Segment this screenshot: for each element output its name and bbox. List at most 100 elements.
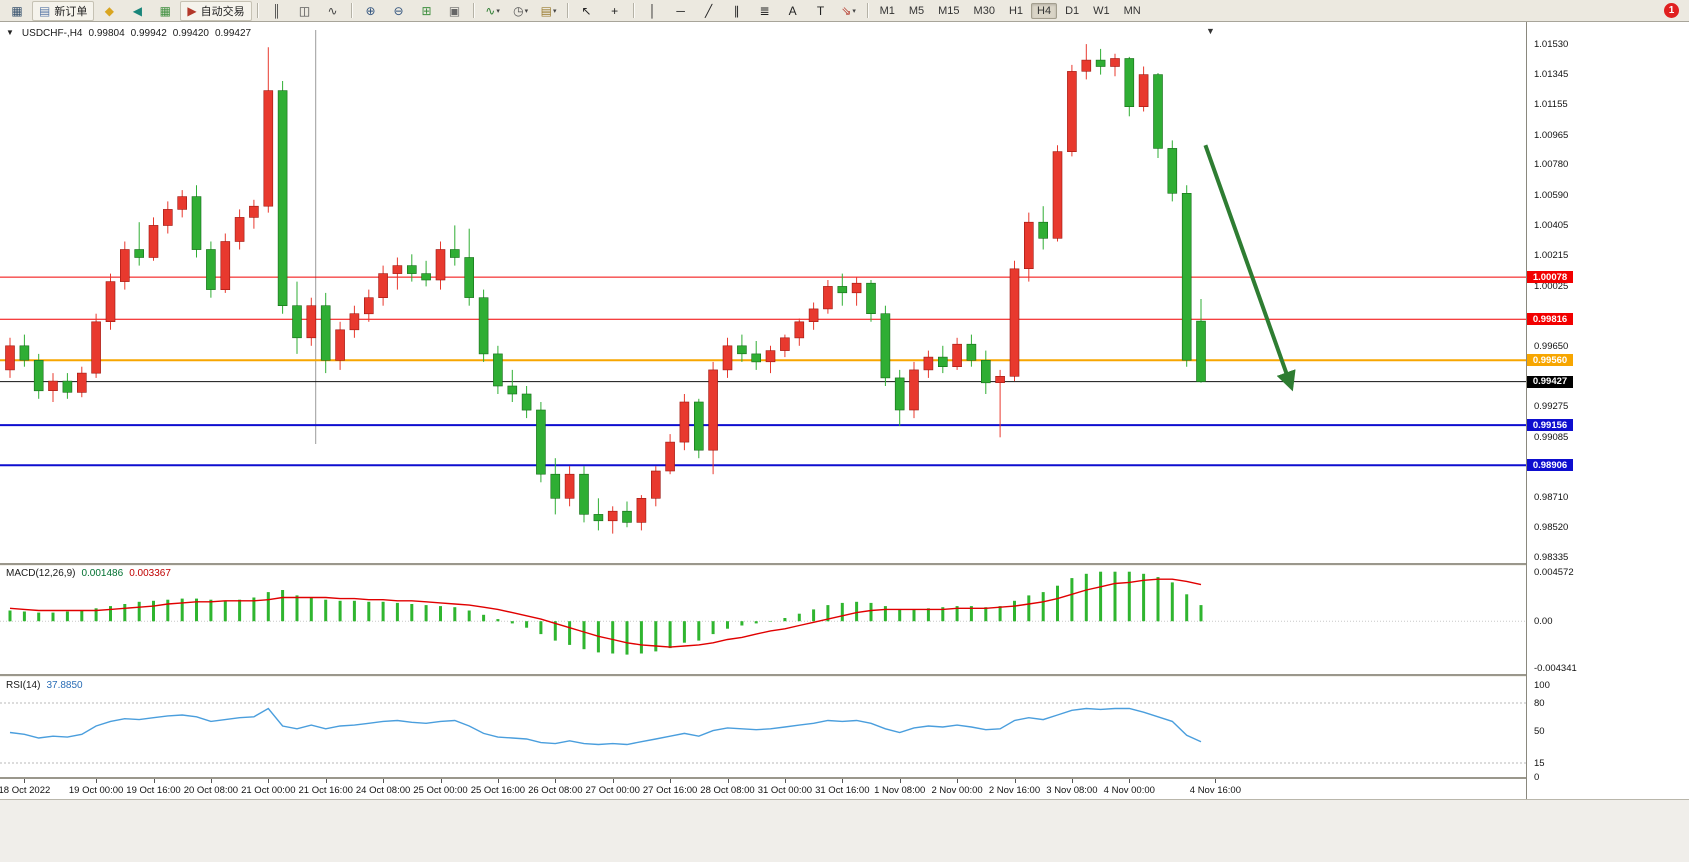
- time-axis-tick: [612, 779, 614, 783]
- timeframe-h1-button[interactable]: H1: [1008, 4, 1024, 17]
- alerts-icon[interactable]: ◀: [124, 1, 150, 21]
- add-chart-icon[interactable]: ▦: [152, 1, 178, 21]
- macd-signal-value: 0.003367: [129, 568, 171, 579]
- candle: [464, 228, 475, 306]
- line-chart-mode-icon[interactable]: ∿: [320, 1, 346, 21]
- timeframe-d1-button[interactable]: D1: [1065, 4, 1080, 17]
- new-chart-icon[interactable]: ▦: [4, 1, 30, 21]
- timeframe-w1-button[interactable]: W1: [1093, 4, 1110, 17]
- fibonacci-tool-icon[interactable]: ≣: [752, 1, 778, 21]
- periods-icon[interactable]: ◷ ▾: [508, 1, 534, 21]
- timeframe-mn-button[interactable]: MN: [1123, 4, 1141, 17]
- text-label-tool-icon[interactable]: T: [808, 1, 834, 21]
- chart-shift-marker-icon[interactable]: ▼: [1206, 26, 1215, 36]
- cursor-icon[interactable]: ↖: [574, 1, 600, 21]
- vertical-line-tool-icon[interactable]: │: [640, 1, 666, 21]
- price-axis[interactable]: 1.01530 1.01345 1.01155 1.00965 1.00780 1.005…: [1526, 22, 1689, 799]
- macd-bar: [812, 609, 816, 622]
- candle: [937, 345, 948, 374]
- metaeditor-icon[interactable]: ◆: [96, 1, 122, 21]
- macd-bar: [639, 621, 643, 654]
- autotrading-button[interactable]: ▶ 自动交易: [180, 0, 252, 21]
- macd-bar: [439, 606, 442, 622]
- macd-pane-svg[interactable]: [0, 565, 1526, 674]
- arrows-tool-icon[interactable]: ⇘ ▾: [836, 1, 862, 21]
- price-tag[interactable]: 0.99560: [1527, 354, 1573, 367]
- time-axis-tick: [957, 779, 959, 783]
- rsi-name: RSI(14): [6, 680, 41, 691]
- macd-bar: [1142, 573, 1146, 622]
- macd-bar: [1027, 595, 1031, 622]
- text-tool-icon-glyph: A: [788, 3, 797, 18]
- candle: [163, 201, 173, 234]
- macd-bar: [324, 599, 328, 622]
- indicators-icon[interactable]: ∿ ▾: [480, 1, 506, 21]
- candle: [105, 273, 116, 330]
- tile-windows-icon[interactable]: ⊞: [414, 1, 440, 21]
- time-axis-label: 2 Nov 00:00: [931, 785, 983, 796]
- candle: [1153, 73, 1163, 158]
- zoom-out-icon[interactable]: ⊖: [386, 1, 412, 21]
- candle: [1110, 53, 1120, 77]
- pane-separator[interactable]: [0, 563, 1689, 566]
- macd-bar: [955, 606, 959, 622]
- rsi-axis-label: 80: [1534, 697, 1545, 709]
- price-chart-svg[interactable]: [0, 24, 1526, 563]
- candle: [320, 292, 331, 374]
- ohlc-open: 0.99804: [88, 28, 125, 39]
- candle: [177, 190, 187, 218]
- channel-tool-icon[interactable]: ∥: [724, 1, 750, 21]
- macd-bar: [238, 599, 242, 622]
- time-axis-tick: [1014, 779, 1016, 783]
- time-axis-label: 2 Nov 16:00: [988, 785, 1041, 796]
- macd-bar: [1199, 605, 1203, 622]
- zoom-in-icon[interactable]: ⊕: [358, 1, 384, 21]
- notification-badge[interactable]: 1: [1664, 3, 1679, 18]
- trend-arrow[interactable]: [1203, 144, 1296, 392]
- candle: [62, 373, 73, 399]
- candle: [765, 345, 776, 374]
- price-tag[interactable]: 0.98906: [1527, 459, 1573, 472]
- timeframe-m5-button[interactable]: M5: [908, 4, 925, 17]
- new-order-button[interactable]: ▤ 新订单: [32, 0, 95, 21]
- horizontal-line-tool-icon[interactable]: ─: [668, 1, 694, 21]
- timeframe-m1-button[interactable]: M1: [879, 4, 895, 17]
- chart-window[interactable]: ▼ USDCHF-,H4 0.99804 0.99942 0.99420 0.9…: [0, 22, 1689, 799]
- price-tag[interactable]: 0.99427: [1527, 375, 1573, 388]
- crosshair-icon[interactable]: +: [602, 1, 628, 21]
- candle: [134, 222, 144, 266]
- candle: [1038, 206, 1048, 250]
- price-tag[interactable]: 0.99816: [1527, 313, 1573, 326]
- bar-chart-mode-icon[interactable]: ║: [264, 1, 290, 21]
- macd-bar: [180, 598, 184, 622]
- macd-bar: [525, 621, 529, 628]
- timeframe-h4-button[interactable]: H4: [1031, 2, 1058, 19]
- rsi-pane-svg[interactable]: [0, 677, 1526, 777]
- time-axis[interactable]: 18 Oct 2022 19 Oct 00:00 19 Oct 16:00 20 Oc…: [0, 779, 1526, 799]
- arrange-windows-icon[interactable]: ▣: [442, 1, 468, 21]
- trendline-tool-icon[interactable]: ╱: [696, 1, 722, 21]
- templates-icon[interactable]: ▤ ▾: [536, 1, 562, 21]
- trendline-tool-icon-glyph: ╱: [704, 3, 713, 18]
- candle: [378, 265, 388, 306]
- candlestick-mode-icon[interactable]: ◫: [292, 1, 318, 21]
- price-tag[interactable]: 0.99156: [1527, 419, 1573, 432]
- text-tool-icon[interactable]: A: [780, 1, 806, 21]
- macd-bar: [840, 602, 844, 622]
- toolbar-separator: [566, 3, 569, 18]
- candle: [478, 289, 489, 362]
- new-order-button-label: 新订单: [54, 5, 88, 18]
- macd-bar: [855, 601, 859, 622]
- candle: [335, 321, 345, 370]
- candle: [780, 334, 790, 358]
- pane-separator[interactable]: [0, 674, 1689, 677]
- timeframe-m30-button[interactable]: M30: [973, 4, 995, 17]
- time-axis-label: 24 Oct 08:00: [355, 785, 411, 796]
- candle: [1024, 212, 1034, 282]
- timeframe-m15-button[interactable]: M15: [938, 4, 960, 17]
- candle: [866, 280, 876, 322]
- candle: [837, 273, 848, 306]
- toolbar-separator: [472, 3, 475, 18]
- toolbar-separator: [256, 3, 259, 18]
- price-tag[interactable]: 1.00078: [1527, 271, 1573, 284]
